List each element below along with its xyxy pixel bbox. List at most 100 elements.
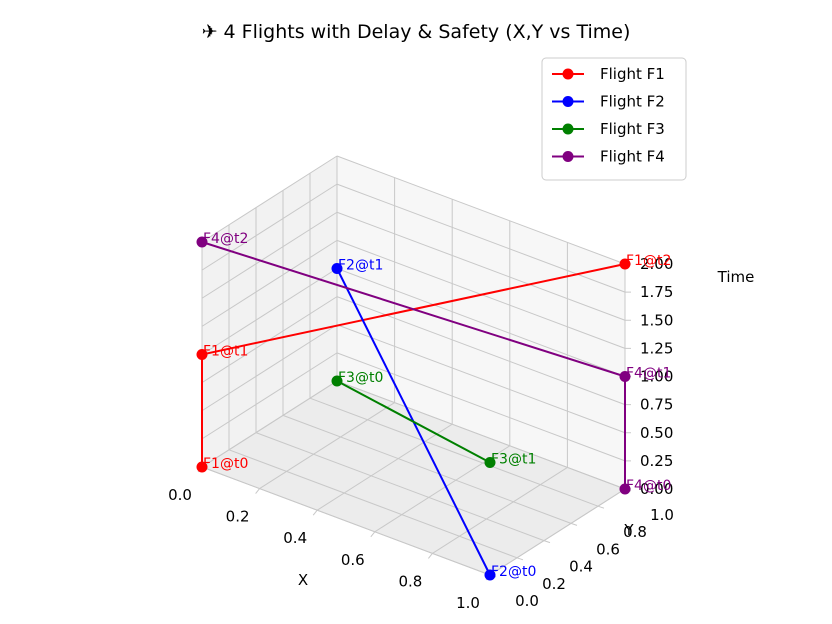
grid-line [201, 155, 338, 243]
grid-line [228, 449, 518, 559]
y-tick-label: 1.0 [650, 506, 674, 524]
grid-line [336, 155, 626, 265]
data-point [484, 457, 496, 468]
grid-line [336, 352, 626, 462]
data-point [331, 375, 343, 387]
legend-item[interactable]: Flight F1 [552, 65, 665, 83]
x-tick-mark [428, 553, 433, 559]
legend-label: Flight F4 [600, 148, 665, 166]
floor-pane [202, 381, 625, 575]
legend-item[interactable]: Flight F3 [552, 120, 665, 138]
y-tick-mark [570, 522, 578, 526]
x-tick-mark [312, 509, 318, 516]
z-tick-label: 0.50 [640, 424, 673, 442]
legend-item[interactable]: Flight F2 [552, 93, 665, 111]
data-point [196, 461, 208, 473]
point-label: F1@t2 [626, 253, 671, 269]
y-tick-mark [543, 540, 551, 544]
point-label: F4@t1 [626, 366, 671, 382]
grid-line [432, 466, 568, 554]
x-tick-label: 0.4 [283, 529, 307, 547]
grid-line [282, 414, 572, 524]
legend[interactable]: Flight F1 Flight F2 Flight F3 Flight F4 [541, 57, 687, 181]
legend-item[interactable]: Flight F4 [552, 148, 665, 166]
tick-labels: 0.00.20.40.60.81.0 0.00.20.40.60.81.00.00… [168, 255, 674, 612]
legend-marker [562, 123, 574, 135]
z-tick-label: 0.75 [640, 396, 673, 414]
x-tick-mark [370, 531, 376, 538]
legend-box [541, 57, 687, 181]
data-point [196, 236, 208, 248]
grid-line [201, 239, 338, 327]
x-tick-label: 1.0 [456, 594, 480, 612]
point-label: F2@t0 [491, 564, 536, 580]
x-tick-label: 0.6 [341, 551, 365, 569]
series-4: F4@t0 F4@t1 F4@t2 [196, 231, 671, 495]
data-point [196, 349, 208, 360]
y-axis-label: Y [623, 521, 634, 539]
x-tick-mark [255, 488, 260, 494]
z-axis-label: Time [717, 268, 755, 286]
y-axis-line [489, 488, 626, 576]
grid-line [201, 380, 338, 468]
legend-label: Flight F2 [600, 93, 665, 111]
data-point [619, 483, 631, 495]
grid-line [336, 324, 626, 434]
series-layer: F1@t0F1@t1F1@t2F2@t0F2@t1F3@t0F3@t1F4@t0… [196, 231, 671, 581]
chart-title: ✈ 4 Flights with Delay & Safety (X,Y vs … [202, 21, 631, 43]
point-label: F3@t0 [338, 370, 383, 386]
data-point [484, 569, 496, 581]
point-label: F1@t1 [203, 344, 248, 360]
z-tick-label: 2.00 [640, 255, 673, 273]
x-tick-label: 0.8 [398, 572, 422, 590]
grid-line [201, 268, 338, 355]
z-tick-label: 1.50 [640, 311, 673, 329]
y-tick-label: 0.0 [515, 592, 539, 610]
grid-line [201, 324, 338, 412]
data-point [619, 371, 631, 382]
z-tick-label: 0.00 [640, 480, 673, 498]
legend-marker [562, 68, 574, 80]
grid-line [201, 211, 338, 299]
grid-line [336, 268, 626, 377]
grid-line [259, 402, 395, 490]
z-tick-label: 1.75 [640, 283, 673, 301]
y-tick-mark [597, 505, 605, 509]
legend-marker [562, 96, 574, 107]
grid-line [336, 380, 626, 490]
x-tick-label: 0.2 [226, 508, 250, 526]
series-3: F3@t0 F3@t1 [331, 370, 536, 468]
z-tick-label: 0.25 [640, 452, 673, 470]
point-label: F4@t0 [626, 478, 671, 494]
legend-label: Flight F1 [600, 65, 665, 83]
data-point [331, 263, 343, 274]
x-tick-label: 0.0 [168, 486, 192, 504]
series-1: F1@t0 F1@t1 F1@t2 [196, 253, 671, 473]
y-tick-label: 0.6 [596, 540, 620, 558]
y-tick-label: 0.8 [623, 523, 647, 541]
grid-line [255, 432, 545, 542]
x-axis-label: X [298, 571, 308, 589]
point-label: F4@t2 [203, 231, 248, 247]
axis-panes [202, 156, 625, 575]
y-tick-label: 0.2 [542, 575, 566, 593]
series-line [336, 380, 491, 464]
grid-line [201, 183, 338, 271]
axes [197, 263, 632, 581]
point-label: F1@t0 [203, 456, 248, 472]
legend-label: Flight F3 [600, 120, 665, 138]
data-point [619, 258, 631, 270]
point-label: F2@t1 [338, 258, 383, 274]
grid-line [316, 423, 453, 511]
grid-line [309, 397, 599, 507]
z-tick-label: 1.25 [640, 339, 673, 357]
z-tick-label: 1.00 [640, 368, 673, 386]
y-tick-label: 0.4 [569, 558, 593, 576]
legend-marker [562, 151, 574, 162]
grid-line [201, 352, 338, 440]
y-tick-mark [516, 557, 524, 561]
grid-line [336, 211, 626, 321]
x-axis-line [201, 466, 491, 576]
